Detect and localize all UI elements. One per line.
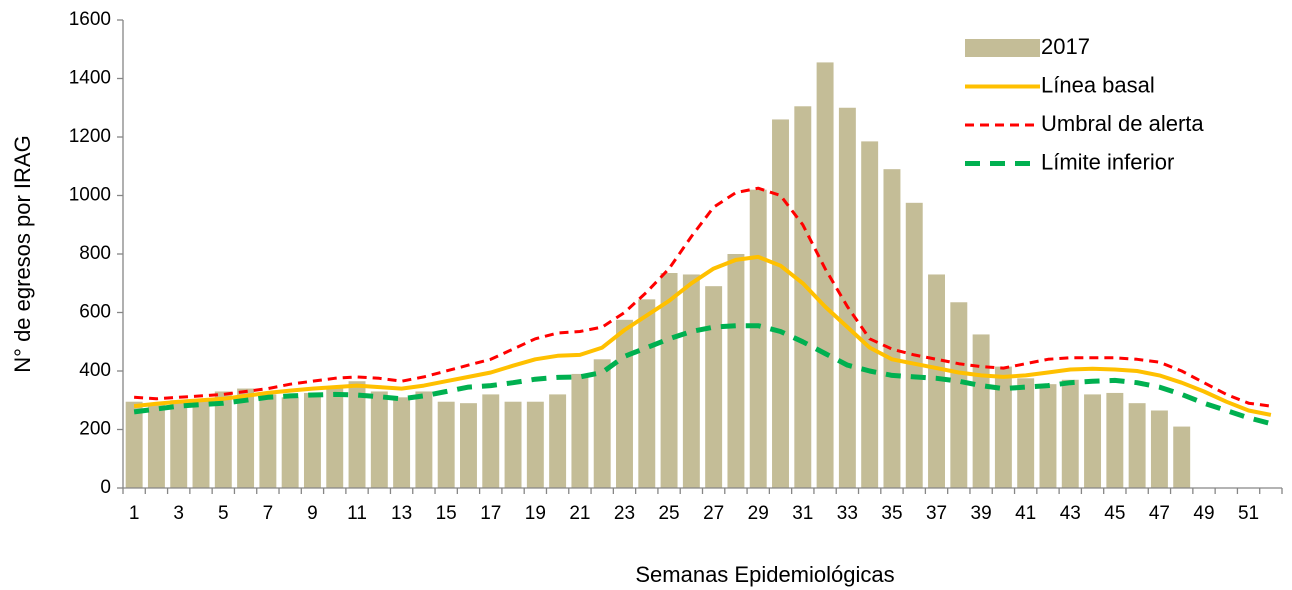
bar [1084,394,1102,488]
x-tick-label: 27 [703,503,724,524]
x-tick-label: 7 [263,503,274,524]
x-tick-label: 51 [1238,503,1259,524]
x-tick-label: 41 [1015,503,1036,524]
x-axis-title: Semanas Epidemiológicas [635,562,894,587]
x-tick-label: 3 [173,503,184,524]
bar [1173,426,1191,488]
bar [593,359,611,488]
line-series [133,323,1272,427]
bar [415,391,433,488]
x-tick-label: 29 [748,503,769,524]
x-tick-label: 21 [569,503,590,524]
bar [1128,403,1146,488]
y-tick-label: 600 [79,302,111,323]
bar [749,189,767,488]
x-tick-label: 31 [792,503,813,524]
x-tick-label: 15 [436,503,457,524]
x-tick-label: 5 [218,503,229,524]
legend-label: Línea basal [1041,72,1155,97]
bar [705,286,723,488]
bar [772,119,789,488]
x-tick-label: 39 [971,503,992,524]
legend-label: Umbral de alerta [1041,111,1204,136]
bar [303,392,321,488]
bar [460,403,477,488]
bar [125,401,143,488]
bar [147,403,165,488]
bar [950,302,968,488]
bar [281,397,299,488]
x-tick-label: 23 [614,503,635,524]
bar [660,273,678,488]
x-tick-label: 33 [837,503,858,524]
y-tick-label: 1200 [69,126,111,147]
line-series [133,186,1272,408]
bar [504,401,522,488]
legend-swatch [965,39,1040,57]
y-axis-title: N° de egresos por IRAG [10,135,35,372]
x-tick-label: 17 [480,503,501,524]
bar [616,319,633,488]
bar [838,107,856,488]
bar [571,373,589,488]
line-series [133,254,1272,417]
x-tick-label: 35 [881,503,902,524]
x-tick-label: 13 [391,503,412,524]
x-tick-label: 45 [1104,503,1125,524]
bar [638,299,656,488]
x-tick-label: 1 [129,503,140,524]
bar [214,391,232,488]
bar [170,400,188,488]
bar [905,202,923,488]
bar [1106,392,1124,488]
x-tick-label: 49 [1193,503,1214,524]
x-tick-label: 19 [525,503,546,524]
bar [994,366,1012,488]
legend-label: Límite inferior [1041,149,1174,174]
x-tick-label: 37 [926,503,947,524]
bar [482,394,500,488]
x-tick-label: 47 [1149,503,1170,524]
bar [727,254,745,488]
y-tick-label: 400 [79,360,111,381]
bar [393,397,411,488]
bar [326,387,344,488]
y-tick-label: 1600 [69,9,111,30]
bar [794,106,812,488]
bar [1039,384,1057,488]
bar [259,394,277,488]
y-tick-label: 800 [79,243,111,264]
bar [348,381,366,488]
bar [549,394,567,488]
bar [437,401,455,488]
bar [861,141,879,488]
bar [1017,378,1035,488]
bar [237,388,255,488]
bar [1061,379,1079,488]
bar [972,334,990,488]
x-tick-label: 43 [1060,503,1081,524]
legend-label: 2017 [1041,34,1090,59]
bar [1150,410,1168,488]
bar [682,274,700,488]
bar [192,400,210,488]
bar [883,169,901,489]
bar [370,391,388,488]
x-tick-label: 25 [658,503,679,524]
y-tick-label: 200 [79,419,111,440]
y-tick-label: 1400 [69,68,111,89]
bar [928,274,945,488]
x-tick-label: 11 [347,503,367,524]
y-tick-label: 1000 [69,185,111,206]
bar [526,401,544,488]
y-tick-label: 0 [100,477,111,498]
bar [816,62,834,488]
x-tick-label: 9 [307,503,318,524]
